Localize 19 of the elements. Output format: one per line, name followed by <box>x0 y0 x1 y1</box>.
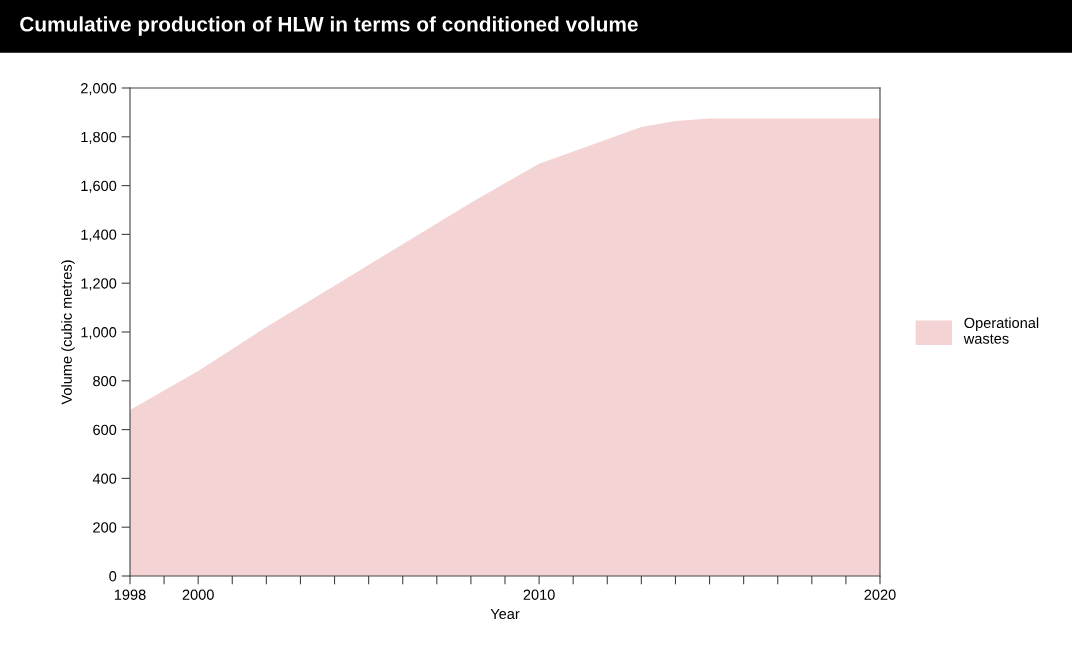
x-tick-label: 2000 <box>182 589 214 600</box>
legend-label: Operational wastes <box>963 317 1039 344</box>
y-tick-label: 1,800 <box>81 131 117 144</box>
y-tick-label: 1,600 <box>81 180 117 193</box>
y-tick-label: 1,000 <box>81 327 117 340</box>
x-axis-title: Year <box>490 608 520 620</box>
y-tick-label: 200 <box>93 522 117 533</box>
y-axis-title: Volume (cubic metres) <box>61 260 75 405</box>
y-tick-label: 600 <box>93 424 117 436</box>
x-tick-label: 2010 <box>523 589 555 600</box>
y-tick-label: 1,200 <box>81 278 117 291</box>
y-tick-label: 1,400 <box>81 229 117 242</box>
y-tick-label: 800 <box>93 375 117 387</box>
chart-title: Cumulative production of HLW in terms of conditioned volume <box>20 16 638 36</box>
y-tick-label: 400 <box>92 473 117 484</box>
y-tick-label: 0 <box>109 571 117 582</box>
x-tick-label: 1998 <box>114 589 146 600</box>
x-tick-label: 2020 <box>864 589 896 600</box>
y-tick-label: 2,000 <box>81 83 117 96</box>
